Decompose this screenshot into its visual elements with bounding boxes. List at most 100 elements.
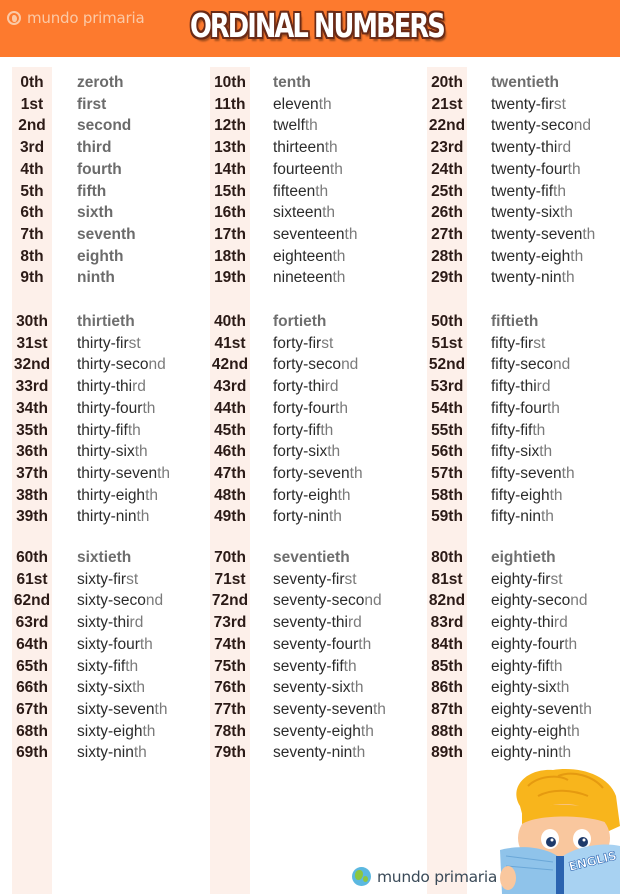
ordinal-number: 19th (214, 269, 246, 287)
word-base: third (77, 139, 112, 157)
page-title: ORDINAL NUMBERS (190, 6, 446, 45)
table-row: 47th forty-seventh (0, 463, 620, 484)
word-suffix: st (550, 570, 563, 588)
table-row: 22nd twenty-second (0, 115, 620, 136)
word-suffix: th (343, 657, 357, 675)
ordinal-number: 53rd (430, 378, 464, 396)
table-row: 73rd seventy-third (0, 612, 620, 633)
table-row: 71st seventy-first (0, 569, 620, 590)
word-base: eighty-four (491, 635, 565, 653)
ordinal-word: seventy-seventh (273, 699, 386, 720)
word-suffix: th (327, 443, 341, 461)
word-base: twenty-thi (491, 139, 558, 157)
ordinal-word: sixty-fifth (77, 656, 138, 677)
ordinal-number: 34th (16, 399, 48, 417)
word-suffix: nd (553, 356, 571, 374)
table-row: 63rd sixty-third (0, 612, 620, 633)
word-suffix: th (322, 204, 336, 222)
ordinal-word: twenty-first (491, 94, 566, 115)
ordinal-number: 55th (431, 421, 463, 439)
ordinal-number: 25th (431, 182, 463, 200)
ordinal-word: seventy-first (273, 569, 357, 590)
word-base: forty-seven (273, 464, 350, 482)
word-base: thirteen (273, 139, 325, 157)
table-row: 33rd thirty-third (0, 376, 620, 397)
word-base: thirty-fif (77, 421, 128, 439)
table-row: 49th forty-ninth (0, 506, 620, 527)
table-row: 77th seventy-seventh (0, 699, 620, 720)
word-suffix: nd (341, 356, 359, 374)
brand-name: mundo primaria (27, 9, 145, 27)
table-row: 87th eighty-seventh (0, 699, 620, 720)
ordinal-number: 37th (16, 464, 48, 482)
word-suffix: rd (132, 378, 146, 396)
globe-icon (352, 867, 371, 886)
word-base: twenty-seco (491, 117, 574, 135)
word-suffix: th (559, 204, 573, 222)
ordinal-word: fifty-third (491, 376, 550, 397)
word-base: thirty-eigh (77, 486, 146, 504)
ordinal-number: 51st (431, 334, 463, 352)
ordinal-word: eighty-fourth (491, 634, 577, 655)
ordinal-word: thirty-second (77, 354, 166, 375)
ordinal-number: 10th (214, 74, 246, 91)
ordinal-word: twenty-eighth (491, 246, 583, 267)
column-stripe (210, 67, 250, 894)
word-base: zeroth (77, 74, 124, 91)
ordinal-word: sixty-eighth (77, 721, 155, 742)
word-base: seventy-four (273, 635, 359, 653)
ordinal-number: 22nd (428, 117, 466, 135)
table-row: 58th fifty-eighth (0, 485, 620, 506)
table-row: 60th sixtieth (0, 547, 620, 568)
ordinal-word: eighty-fifth (491, 656, 563, 677)
word-base: eighth (77, 247, 124, 265)
ordinal-number: 39th (16, 508, 48, 526)
word-suffix: th (142, 399, 156, 417)
table-row: 38th thirty-eighth (0, 485, 620, 506)
ordinal-number: 42nd (211, 356, 249, 374)
ordinal-number: 17th (214, 225, 246, 243)
word-base: eighty-fif (491, 657, 550, 675)
word-suffix: th (337, 486, 351, 504)
word-base: thirty-seven (77, 464, 158, 482)
table-row: 5th fifth (0, 181, 620, 202)
table-row: 51st fifty-first (0, 333, 620, 354)
word-base: eighty-nin (491, 744, 559, 762)
table-row: 68th sixty-eighth (0, 721, 620, 742)
ordinal-number: 50th (431, 313, 463, 330)
table-row: 30th thirtieth (0, 311, 620, 332)
word-suffix: th (556, 679, 570, 697)
word-base: twenty-four (491, 160, 568, 178)
ordinal-word: thirty-third (77, 376, 146, 397)
column-stripe (427, 67, 467, 894)
ordinal-number: 32nd (13, 356, 51, 374)
word-suffix: th (549, 486, 563, 504)
word-base: sixth (77, 204, 114, 222)
ordinal-word: thirtieth (77, 311, 135, 332)
word-base: thirty-thi (77, 378, 133, 396)
ordinal-number: 87th (431, 700, 463, 718)
word-base: ninth (77, 269, 115, 287)
ordinal-word: eighty-sixth (491, 677, 569, 698)
ordinal-word: forty-seventh (273, 463, 363, 484)
table-row: 1st first (0, 94, 620, 115)
word-base: thirty-four (77, 399, 143, 417)
word-base: fifty-seco (491, 356, 554, 374)
ordinal-number: 67th (16, 700, 48, 718)
ordinal-word: eighty-ninth (491, 742, 571, 763)
word-suffix: st (533, 334, 546, 352)
ordinal-number: 46th (214, 443, 246, 461)
word-base: eighty-thi (491, 614, 554, 632)
ordinal-word: forty-ninth (273, 506, 342, 527)
word-base: seventy-nin (273, 744, 353, 762)
ordinal-number: 85th (431, 657, 463, 675)
ordinal-number: 16th (214, 204, 246, 222)
ordinal-word: ninth (77, 267, 115, 288)
word-suffix: rd (553, 614, 568, 632)
ordinal-number: 59th (431, 508, 463, 526)
ordinal-word: sixtieth (77, 547, 131, 568)
ordinal-word: sixth (77, 202, 113, 223)
word-base: twelf (273, 117, 305, 135)
ordinal-number: 64th (16, 635, 48, 653)
word-base: seventy-seven (273, 700, 373, 718)
